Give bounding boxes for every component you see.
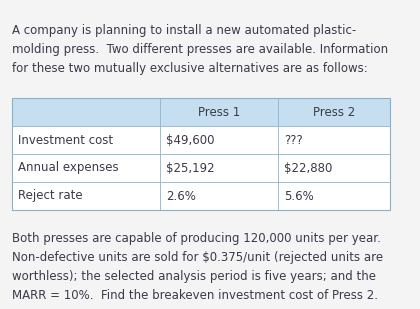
Text: ???: ??? [284,133,303,146]
Bar [278,98,390,126]
Bar [160,98,278,126]
Text: 2.6%: 2.6% [166,189,196,202]
Bar [278,126,390,154]
Text: worthless); the selected analysis period is five years; and the: worthless); the selected analysis period… [12,270,376,283]
Text: Press 1: Press 1 [198,105,240,118]
Bar [12,98,160,126]
Text: $25,192: $25,192 [166,162,215,175]
Bar [12,126,160,154]
Bar [160,126,278,154]
Text: Investment cost: Investment cost [18,133,113,146]
Text: $49,600: $49,600 [166,133,215,146]
Text: 5.6%: 5.6% [284,189,314,202]
Text: Non-defective units are sold for $0.375/unit (rejected units are: Non-defective units are sold for $0.375/… [12,251,383,264]
Text: MARR = 10%.  Find the breakeven investment cost of Press 2.: MARR = 10%. Find the breakeven investmen… [12,289,378,302]
Text: molding press.  Two different presses are available. Information: molding press. Two different presses are… [12,43,388,56]
Bar [278,154,390,182]
Bar [12,98,390,210]
Text: for these two mutually exclusive alternatives are as follows:: for these two mutually exclusive alterna… [12,62,368,75]
Text: Annual expenses: Annual expenses [18,162,118,175]
Bar [160,182,278,210]
Bar [12,182,160,210]
Text: Press 2: Press 2 [313,105,355,118]
Bar [12,154,160,182]
Text: Both presses are capable of producing 120,000 units per year.: Both presses are capable of producing 12… [12,232,381,245]
Text: A company is planning to install a new automated plastic-: A company is planning to install a new a… [12,24,356,37]
Text: $22,880: $22,880 [284,162,332,175]
Bar [278,182,390,210]
Text: Reject rate: Reject rate [18,189,83,202]
Bar [160,154,278,182]
